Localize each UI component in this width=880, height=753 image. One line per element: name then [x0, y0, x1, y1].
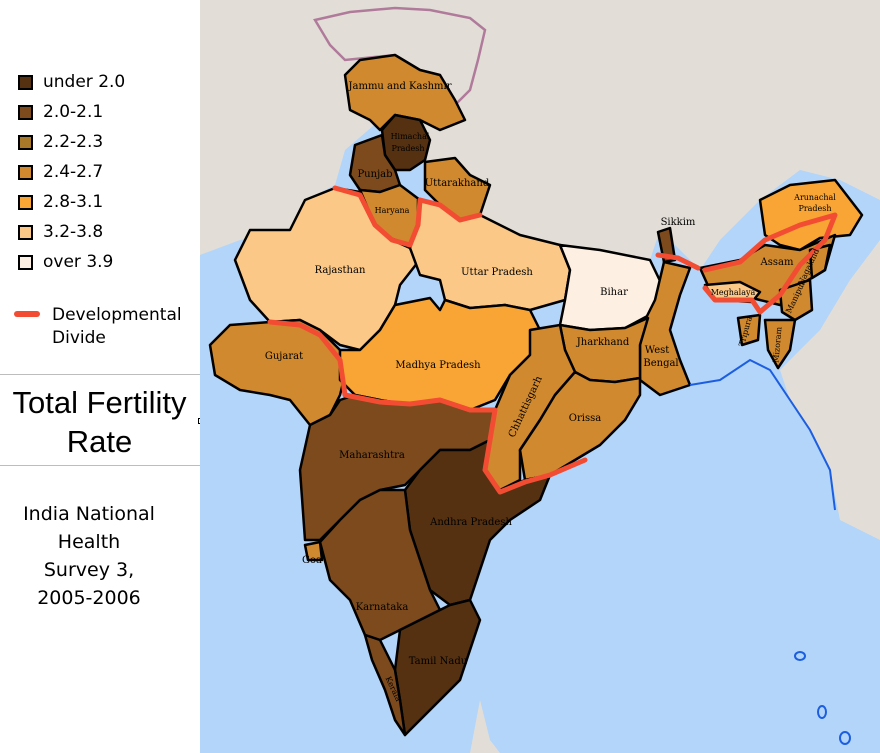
state-manipur[interactable] — [778, 278, 814, 322]
state-jammu-and-kashmir[interactable] — [343, 53, 467, 132]
legend-label: 2.0-2.1 — [43, 102, 104, 122]
coastline-east — [689, 358, 836, 511]
legend-label: 2.4-2.7 — [43, 162, 104, 182]
legend-label: under 2.0 — [43, 72, 126, 92]
state-kerala[interactable] — [363, 633, 407, 737]
source-note: India National Health Survey 3, 2005-200… — [0, 500, 178, 612]
legend-swatch — [18, 194, 33, 210]
legend-item-2-2-2-3: 2.2-2.3 — [18, 132, 103, 152]
label-tamil-nadu: Tamil Nadu — [409, 656, 468, 667]
state-chhattisgarh[interactable] — [483, 323, 577, 492]
label-west-bengal-1: West — [645, 345, 670, 356]
label-arunachal-pradesh-1: Arunachal — [793, 193, 836, 202]
label-rajasthan: Rajasthan — [315, 265, 366, 276]
legend-label: 2.8-3.1 — [43, 192, 104, 212]
state-mizoram[interactable] — [763, 318, 797, 370]
island — [794, 651, 806, 661]
map-title-line1: Total Fertility — [12, 385, 187, 420]
disputed-territory — [313, 6, 487, 113]
label-mizoram: Mizoram — [771, 326, 783, 363]
developmental-divide-line-northeast — [702, 212, 838, 315]
state-orissa[interactable] — [518, 370, 642, 482]
state-karnataka[interactable] — [318, 488, 442, 642]
island — [839, 731, 851, 745]
label-arunachal-pradesh-2: Pradesh — [798, 204, 831, 213]
label-madhya-pradesh: Madhya Pradesh — [395, 360, 481, 371]
developmental-divide-line-sikkim — [655, 252, 701, 271]
label-gujarat: Gujarat — [265, 351, 303, 362]
land-south-strip — [470, 700, 500, 753]
label-assam: Assam — [760, 257, 794, 268]
label-west-bengal-2: Bengal — [643, 358, 678, 369]
divide-line-swatch — [14, 311, 40, 317]
legend-item-2-8-3-1: 2.8-3.1 — [18, 192, 103, 212]
label-uttarakhand: Uttarakhand — [425, 178, 490, 189]
state-tripura[interactable] — [736, 313, 762, 347]
legend-label: 2.2-2.3 — [43, 132, 104, 152]
label-goa: Goa — [302, 555, 322, 566]
legend-item-2-4-2-7: 2.4-2.7 — [18, 162, 103, 182]
label-uttar-pradesh: Uttar Pradesh — [461, 267, 533, 278]
divide-label: Developmental Divide — [52, 304, 182, 350]
divide-label-line1: Developmental — [52, 305, 182, 325]
label-meghalaya: Meghalaya — [711, 288, 756, 297]
label-orissa: Orissa — [569, 413, 601, 424]
legend-swatch — [18, 134, 33, 150]
legend-label: over 3.9 — [43, 252, 114, 272]
label-haryana: Haryana — [375, 206, 410, 215]
label-himachal-pradesh-2: Pradesh — [391, 144, 424, 153]
label-maharashtra: Maharashtra — [339, 450, 405, 461]
label-karnataka: Karnataka — [356, 602, 409, 613]
island — [817, 705, 827, 719]
legend-label: 3.2-3.8 — [43, 222, 104, 242]
legend-swatch — [18, 104, 33, 120]
developmental-divide-line-north — [332, 185, 483, 248]
map-title-line2: Rate — [66, 424, 133, 459]
label-himachal-pradesh-1: Himachal — [391, 132, 430, 141]
legend-item-under-2-0: under 2.0 — [18, 72, 125, 92]
india-map: Jammu and Kashmir Himachal Pradesh Punja… — [200, 0, 880, 753]
map-title-box[interactable]: Total Fertility Rate — [0, 374, 201, 466]
label-andhra-pradesh: Andhra Pradesh — [429, 517, 512, 528]
developmental-divide-line — [267, 319, 588, 495]
state-goa[interactable] — [303, 540, 324, 562]
state-west-bengal[interactable] — [638, 260, 692, 397]
label-jharkhand: Jharkhand — [576, 337, 630, 348]
source-line4: 2005-2006 — [37, 587, 141, 609]
label-jammu-and-kashmir: Jammu and Kashmir — [347, 81, 451, 92]
legend-swatch — [18, 164, 33, 180]
legend-item-developmental-divide: Developmental Divide — [14, 304, 182, 350]
land-east — [780, 240, 880, 540]
legend-item-over-3-9: over 3.9 — [18, 252, 113, 272]
source-line3: Survey 3, — [43, 559, 135, 581]
legend-item-2-0-2-1: 2.0-2.1 — [18, 102, 103, 122]
legend-swatch — [18, 224, 33, 240]
label-sikkim: Sikkim — [661, 217, 696, 228]
label-bihar: Bihar — [600, 287, 628, 298]
legend-item-3-2-3-8: 3.2-3.8 — [18, 222, 103, 242]
source-line1: India National — [23, 503, 155, 525]
legend-swatch — [18, 74, 33, 90]
divide-label-line2: Divide — [52, 328, 106, 348]
legend-swatch — [18, 254, 33, 270]
label-punjab: Punjab — [357, 169, 392, 180]
source-line2: Health — [57, 531, 121, 553]
